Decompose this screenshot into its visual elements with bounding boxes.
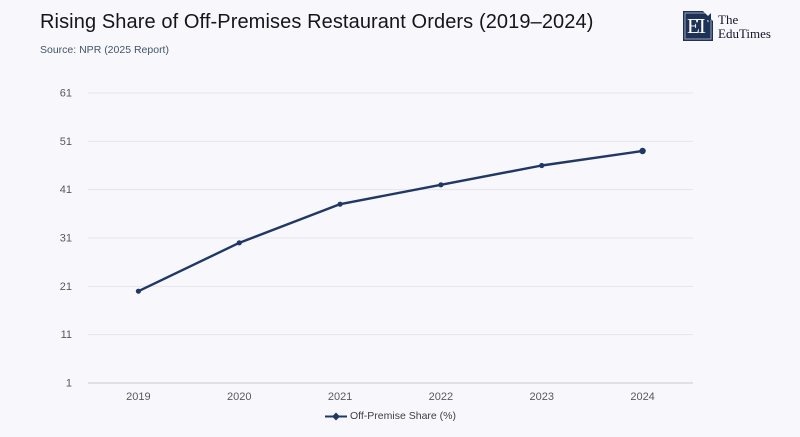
logo-corner-triangle: [704, 13, 711, 20]
data-point-2023: [539, 162, 545, 169]
y-tick-label-1: 1: [66, 378, 72, 390]
y-tick-label-21: 21: [60, 281, 72, 293]
data-point-2024: [639, 147, 646, 155]
x-tick-label-2023: 2023: [530, 391, 554, 403]
data-point-2021: [337, 201, 343, 207]
edutimes-logo: ET The EduTimes: [683, 11, 771, 41]
chart-title: Rising Share of Off-Premises Restaurant …: [40, 11, 594, 33]
y-tick-label-41: 41: [60, 184, 72, 196]
legend-marker-icon: [325, 412, 347, 420]
logo-wordmark: The EduTimes: [718, 11, 771, 40]
x-tick-label-2024: 2024: [630, 391, 654, 403]
edutimes-logo-icon: ET: [683, 11, 713, 41]
source-label: Source: NPR (2025 Report): [40, 44, 169, 56]
legend-series-label: Off-Premise Share (%): [350, 410, 456, 422]
series-line: [137, 149, 644, 293]
x-tick-label-2019: 2019: [126, 391, 150, 403]
y-tick-label-11: 11: [61, 329, 72, 341]
y-tick-label-51: 51: [60, 136, 72, 148]
x-tick-label-2022: 2022: [429, 391, 453, 403]
data-point-2022: [438, 182, 444, 188]
x-tick-label-2020: 2020: [227, 391, 251, 403]
data-point-2019: [135, 288, 142, 294]
logo-wordmark-line1: The: [718, 12, 739, 27]
logo-wordmark-line2: EduTimes: [718, 25, 771, 41]
data-point-2020: [236, 240, 242, 246]
chart-legend: Off-Premise Share (%): [88, 410, 693, 422]
x-tick-label-2021: 2021: [328, 391, 352, 403]
y-tick-label-61: 61: [60, 88, 72, 100]
y-tick-label-31: 31: [60, 233, 72, 245]
